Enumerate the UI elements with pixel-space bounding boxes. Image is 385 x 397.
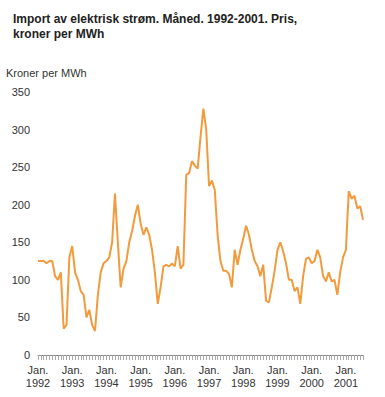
svg-text:Jan.: Jan.: [199, 364, 220, 376]
svg-text:200: 200: [12, 199, 30, 211]
svg-text:1992: 1992: [26, 377, 50, 389]
svg-text:Jan.: Jan.: [267, 364, 288, 376]
svg-text:1995: 1995: [128, 377, 152, 389]
svg-text:1999: 1999: [265, 377, 289, 389]
svg-text:1998: 1998: [231, 377, 255, 389]
svg-text:0: 0: [24, 349, 30, 361]
svg-text:250: 250: [12, 161, 30, 173]
svg-text:1993: 1993: [60, 377, 84, 389]
svg-text:50: 50: [18, 311, 30, 323]
svg-text:Jan.: Jan.: [233, 364, 254, 376]
svg-text:kroner per MWh: kroner per MWh: [13, 27, 104, 41]
svg-text:1994: 1994: [94, 377, 118, 389]
svg-text:Jan.: Jan.: [62, 364, 83, 376]
svg-text:1996: 1996: [163, 377, 187, 389]
svg-text:1997: 1997: [197, 377, 221, 389]
svg-text:100: 100: [12, 274, 30, 286]
svg-text:Jan.: Jan.: [28, 364, 49, 376]
svg-text:2001: 2001: [334, 377, 358, 389]
svg-text:2000: 2000: [299, 377, 323, 389]
svg-text:Import av elektrisk strøm. Mån: Import av elektrisk strøm. Måned. 1992-2…: [13, 12, 300, 26]
svg-text:Jan.: Jan.: [335, 364, 356, 376]
svg-text:Jan.: Jan.: [130, 364, 151, 376]
svg-text:350: 350: [12, 86, 30, 98]
svg-text:150: 150: [12, 236, 30, 248]
svg-text:Jan.: Jan.: [96, 364, 117, 376]
svg-text:300: 300: [12, 124, 30, 136]
svg-text:Jan.: Jan.: [301, 364, 322, 376]
svg-text:Kroner per MWh: Kroner per MWh: [6, 67, 87, 79]
svg-text:Jan.: Jan.: [164, 364, 185, 376]
